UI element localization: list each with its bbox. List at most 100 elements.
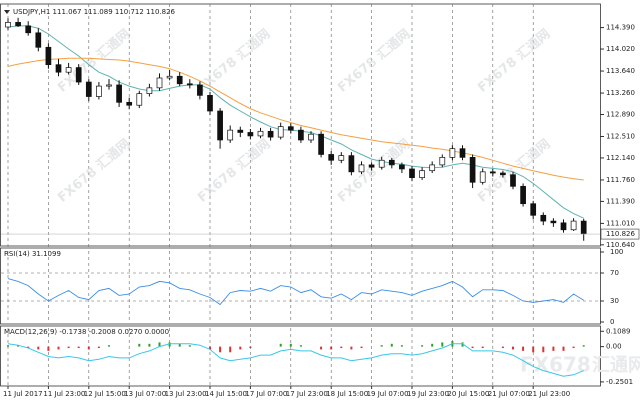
- x-tick-label: 17 Jul 07:00: [245, 390, 287, 398]
- macd-bar: [57, 346, 60, 350]
- x-tick-label: 18 Jul 15:00: [326, 390, 368, 398]
- rsi-frame: [0, 247, 601, 325]
- y-tick-label: 111.390: [606, 197, 635, 205]
- candle-body: [510, 174, 516, 187]
- candle-body: [287, 126, 294, 131]
- candle-body: [580, 220, 587, 235]
- candle-body: [388, 159, 395, 166]
- macd-bar: [320, 346, 323, 350]
- candle-body: [399, 164, 405, 170]
- candle-body: [126, 101, 133, 106]
- candle-body: [449, 148, 456, 158]
- macd-bar: [461, 342, 464, 347]
- macd-bar: [219, 346, 222, 353]
- main-title: USDJPY,H1 111.067 111.089 110.712 110.82…: [13, 8, 176, 16]
- candle-body: [459, 148, 466, 158]
- macd-bar: [77, 346, 80, 349]
- macd-bar: [158, 342, 161, 347]
- macd-bar: [481, 346, 484, 349]
- y-tick-label: 0.1089: [606, 327, 631, 335]
- macd-bar: [340, 346, 343, 349]
- candle-body: [267, 130, 274, 138]
- candle-body: [176, 75, 183, 85]
- candle-body: [550, 220, 557, 224]
- macd-bar: [421, 345, 424, 347]
- candle-body: [520, 185, 526, 205]
- candle-body: [247, 132, 254, 137]
- macd-bar: [360, 346, 363, 349]
- macd-bar: [97, 346, 100, 349]
- macd-bar: [168, 342, 171, 347]
- y-tick-label: 114.020: [606, 45, 635, 53]
- macd-bar: [17, 345, 20, 347]
- x-tick-label: 14 Jul 15:00: [205, 390, 247, 398]
- candle-body: [85, 81, 92, 97]
- macd-bar: [229, 346, 232, 353]
- x-tick-label: 11 Jul 23:00: [43, 390, 85, 398]
- macd-bar: [431, 343, 434, 347]
- candle-body: [328, 154, 335, 161]
- candle-body: [116, 84, 122, 103]
- moving-average: [7, 57, 584, 181]
- macd-bar: [178, 343, 181, 347]
- macd-bar: [330, 346, 333, 350]
- macd-bar: [400, 345, 403, 347]
- candle-body: [207, 95, 213, 112]
- candle-body: [65, 67, 72, 73]
- y-tick-label: 0: [610, 318, 614, 326]
- x-tick-label: 17 Jul 23:00: [286, 390, 328, 398]
- x-tick-label: 11 Jul 2017: [3, 390, 43, 398]
- symbol-arrow: [4, 10, 10, 14]
- y-tick-label: 30: [610, 297, 619, 305]
- macd-bar: [572, 346, 575, 349]
- candle-body: [25, 25, 32, 34]
- candle-body: [540, 214, 547, 222]
- y-tick-label: -0.2501: [606, 378, 633, 386]
- macd-bar: [350, 346, 353, 350]
- candle-body: [318, 133, 324, 155]
- macd-bar: [209, 346, 211, 350]
- y-tick-label: 111.760: [606, 176, 635, 184]
- logo-name: 汇通网: [592, 355, 640, 376]
- candle-body: [368, 164, 375, 168]
- candle-body: [570, 220, 577, 231]
- macd-bar: [390, 343, 393, 347]
- x-tick-label: 21 Jul 07:00: [488, 390, 530, 398]
- candle-body: [197, 84, 203, 96]
- macd-bar: [289, 343, 292, 347]
- x-tick-label: 20 Jul 15:00: [447, 390, 489, 398]
- macd-bar: [542, 346, 545, 353]
- macd-bar: [108, 345, 110, 347]
- macd-bar: [562, 346, 565, 351]
- candle-body: [560, 222, 567, 231]
- macd-line: [7, 343, 584, 377]
- candle-body: [55, 64, 62, 73]
- y-tick-label: 100: [610, 248, 623, 256]
- candle-body: [166, 75, 173, 79]
- macd-title: MACD(12,26,9) -0.1738 -0.2008 0.0270 0.0…: [4, 328, 169, 336]
- y-tick-label: 111.010: [606, 219, 635, 227]
- candle-body: [500, 172, 506, 176]
- candle-body: [15, 22, 21, 27]
- candle-body: [136, 93, 143, 106]
- x-tick-label: 13 Jul 23:00: [165, 390, 207, 398]
- candle-body: [257, 130, 264, 137]
- candle-body: [298, 129, 304, 141]
- rsi-title: RSI(14) 31.1099: [4, 250, 61, 258]
- candle-body: [96, 85, 102, 97]
- macd-bar: [239, 346, 242, 350]
- y-tick-label: 110.640: [606, 241, 635, 249]
- main-frame: [0, 3, 601, 247]
- x-tick-label: 12 Jul 15:00: [84, 390, 126, 398]
- candle-body: [237, 129, 244, 133]
- macd-bar: [522, 346, 525, 351]
- candle-body: [186, 83, 193, 86]
- macd-bar: [501, 346, 504, 349]
- candle-body: [479, 171, 486, 183]
- candle-body: [75, 67, 82, 83]
- macd-bar: [279, 343, 282, 347]
- candle-body: [156, 77, 163, 89]
- y-tick-label: 113.260: [606, 89, 635, 97]
- macd-frame: [0, 325, 601, 387]
